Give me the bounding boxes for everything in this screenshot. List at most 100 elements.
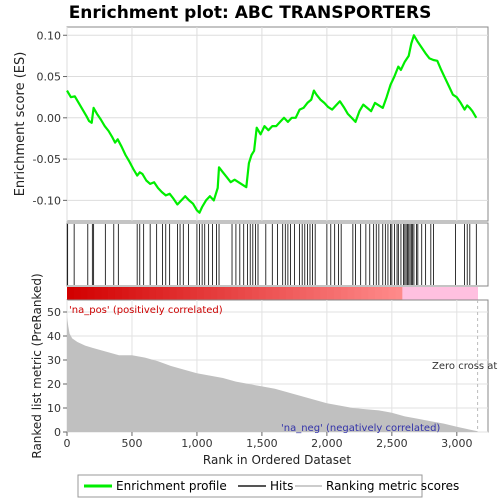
- enrichment-y-ticks: 0.10 0.05 0.00 -0.05 -0.10: [33, 29, 67, 207]
- ranking-tick-label: 20: [47, 378, 61, 391]
- rank-tick-label: 2,500: [376, 437, 408, 450]
- rank-color-segment: [244, 287, 253, 300]
- rank-tick-label: 2,000: [311, 437, 343, 450]
- rank-tick-label: 500: [121, 437, 142, 450]
- chart-title: Enrichment plot: ABC TRANSPORTERS: [69, 3, 432, 23]
- ranking-panel: 50 40 30 20 10 0 0 500 1,000 1,500 2,000 2,500 3,00…: [30, 273, 500, 467]
- rank-color-segment: [313, 287, 321, 300]
- rank-color-segment: [381, 287, 390, 300]
- rank-color-segment: [67, 287, 75, 300]
- legend-hits-label: Hits: [270, 479, 293, 493]
- hit-marks: [67, 224, 477, 285]
- rank-color-segment: [176, 287, 184, 300]
- rank-color-segment: [101, 287, 109, 300]
- rank-color-segment: [327, 287, 335, 300]
- rank-color-segment: [402, 287, 410, 300]
- enrichment-panel: 0.10 0.05 0.00 -0.05 -0.10 Enrichment score …: [13, 26, 489, 222]
- rank-color-segment: [73, 287, 82, 300]
- rank-color-segment: [265, 287, 273, 300]
- rank-color-segment: [347, 287, 355, 300]
- rank-color-segment: [272, 287, 280, 300]
- rank-color-segment: [251, 287, 260, 300]
- legend-ranking-label: Ranking metric scores: [326, 479, 459, 493]
- ranking-tick-label: 0: [54, 426, 61, 439]
- rank-color-segment: [149, 287, 157, 300]
- rank-color-segment: [450, 287, 458, 300]
- rank-color-segment: [340, 287, 348, 300]
- rank-color-segment: [114, 287, 123, 300]
- ranking-tick-label: 30: [47, 354, 61, 367]
- rank-tick-label: 1,500: [246, 437, 278, 450]
- rank-color-segment: [121, 287, 129, 300]
- rank-color-segment: [422, 287, 431, 300]
- rank-color-segment: [333, 287, 342, 300]
- rank-color-segment: [443, 287, 451, 300]
- rank-color-segment: [258, 287, 266, 300]
- hits-panel: [66, 222, 489, 300]
- rank-color-segment: [238, 287, 246, 300]
- enrichment-profile-line: [66, 34, 478, 214]
- rank-color-segment: [197, 287, 205, 300]
- ranking-x-ticks: 0 500 1,000 1,500 2,000 2,500 3,000: [64, 432, 473, 450]
- rank-tick-label: 3,000: [441, 437, 473, 450]
- rank-color-segment: [142, 287, 150, 300]
- rank-color-segment: [416, 287, 424, 300]
- rank-color-segment: [190, 287, 198, 300]
- rank-color-segment: [231, 287, 239, 300]
- rank-color-segment: [279, 287, 287, 300]
- rank-color-segment: [128, 287, 136, 300]
- ranking-tick-label: 10: [47, 402, 61, 415]
- es-tick-label: 0.05: [37, 71, 62, 84]
- es-axis-label: Enrichment score (ES): [13, 52, 28, 197]
- rank-color-segment: [395, 287, 403, 300]
- rank-color-segment: [108, 287, 116, 300]
- rank-color-segment: [135, 287, 143, 300]
- rank-color-segment: [162, 287, 171, 300]
- rank-color-segment: [203, 287, 212, 300]
- rank-color-segment: [94, 287, 102, 300]
- rank-color-segment: [354, 287, 362, 300]
- negative-correlation-label: 'na_neg' (negatively correlated): [281, 423, 440, 434]
- enrichment-gridlines: [66, 27, 488, 221]
- positive-correlation-label: 'na_pos' (positively correlated): [69, 305, 223, 316]
- rank-color-segment: [217, 287, 225, 300]
- rank-color-segment: [306, 287, 314, 300]
- rank-color-segment: [210, 287, 218, 300]
- rank-axis-label: Rank in Ordered Dataset: [203, 453, 351, 467]
- rank-color-segment: [183, 287, 191, 300]
- rank-color-segment: [436, 287, 444, 300]
- rank-tick-label: 1,000: [181, 437, 213, 450]
- es-tick-label: -0.10: [33, 194, 61, 207]
- rank-color-segment: [320, 287, 328, 300]
- rank-color-segment: [292, 287, 301, 300]
- ranking-tick-label: 50: [47, 306, 61, 319]
- rank-color-segment: [463, 287, 472, 300]
- rank-color-segment: [299, 287, 307, 300]
- es-tick-label: 0.00: [37, 112, 62, 125]
- ranking-metric-area: [67, 316, 478, 432]
- rank-color-segment: [285, 287, 294, 300]
- rank-tick-label: 0: [64, 437, 71, 450]
- rank-color-segment: [361, 287, 369, 300]
- rank-color-segment: [169, 287, 177, 300]
- es-tick-label: -0.05: [33, 153, 61, 166]
- legend-enrichment-label: Enrichment profile: [116, 479, 227, 493]
- rank-color-segment: [368, 287, 376, 300]
- rank-color-segment: [409, 287, 417, 300]
- ranking-axis-label: Ranked list metric (PreRanked): [30, 273, 44, 458]
- rank-color-segment: [80, 287, 88, 300]
- rank-color-bar: [67, 287, 479, 300]
- rank-color-segment: [429, 287, 437, 300]
- legend: Enrichment profile Hits Ranking metric s…: [77, 474, 459, 498]
- rank-color-segment: [374, 287, 383, 300]
- rank-color-segment: [470, 287, 479, 300]
- es-tick-label: 0.10: [37, 29, 62, 42]
- ranking-y-ticks: 50 40 30 20 10 0: [47, 306, 67, 439]
- ranking-tick-label: 40: [47, 330, 61, 343]
- rank-color-segment: [224, 287, 232, 300]
- rank-color-segment: [87, 287, 95, 300]
- rank-color-segment: [388, 287, 396, 300]
- rank-color-segment: [155, 287, 164, 300]
- rank-color-segment: [457, 287, 465, 300]
